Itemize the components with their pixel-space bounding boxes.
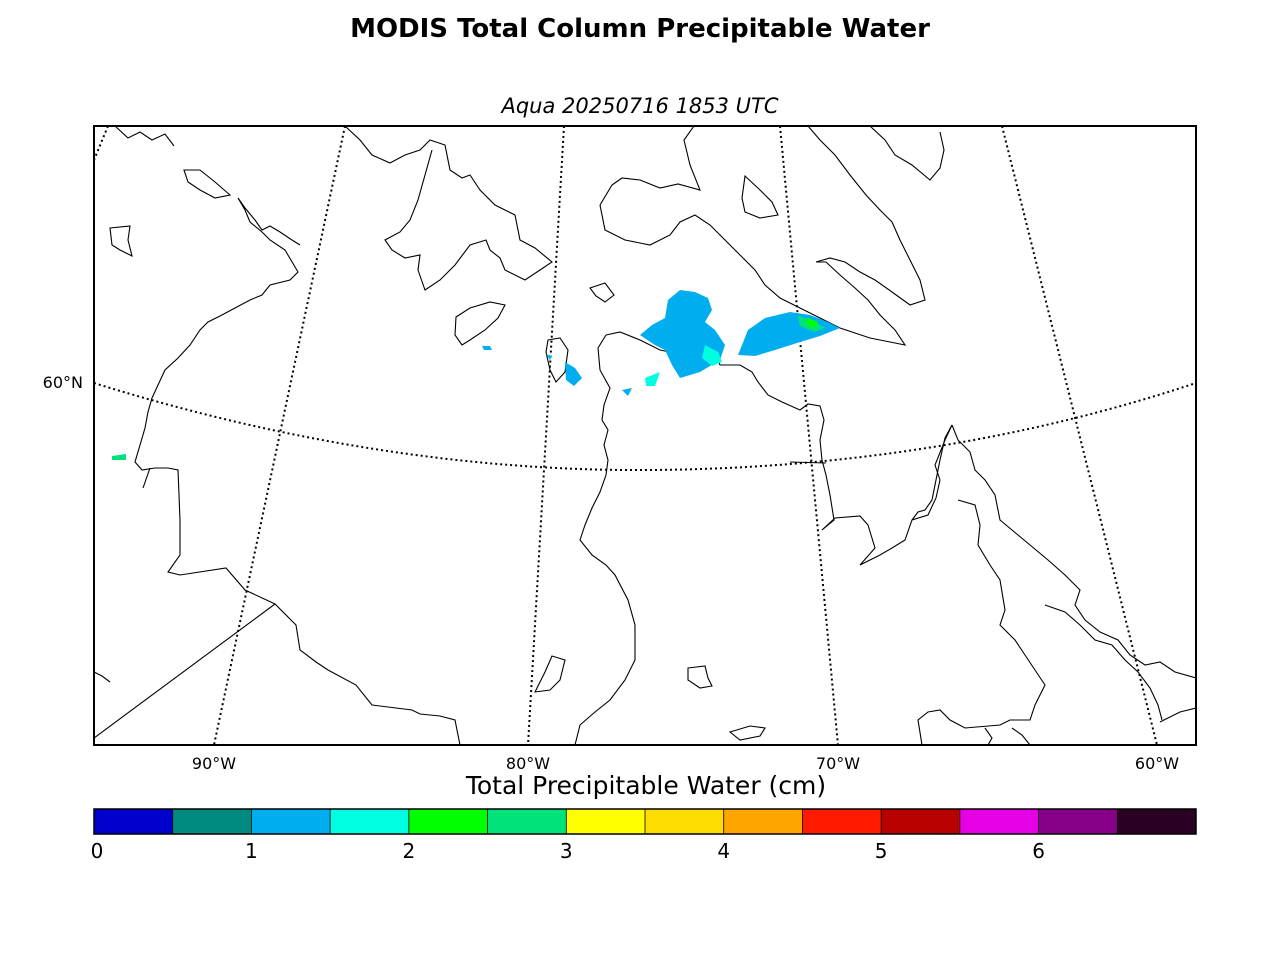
colorbar-swatch bbox=[330, 809, 410, 834]
colorbar-swatch bbox=[94, 809, 174, 834]
colorbar-swatch bbox=[645, 809, 725, 834]
meridian-90w bbox=[213, 126, 346, 745]
meridian-100w bbox=[94, 126, 109, 161]
colorbar-tick-label: 1 bbox=[245, 839, 258, 863]
meridian-80w bbox=[527, 126, 565, 745]
colorbar-label: Total Precipitable Water (cm) bbox=[465, 771, 826, 800]
lon-label-70w: 70°W bbox=[816, 754, 860, 773]
colorbar-frame bbox=[93, 808, 1197, 835]
meridian-60w bbox=[1001, 126, 1158, 745]
colorbar-tick-label: 6 bbox=[1032, 839, 1045, 863]
colorbar-swatch bbox=[408, 809, 489, 834]
colorbar-tick-label: 3 bbox=[560, 839, 573, 863]
parallel-60n bbox=[94, 382, 1196, 472]
colorbar-swatches bbox=[94, 809, 1197, 834]
chart-title: MODIS Total Column Precipitable Water bbox=[350, 14, 930, 44]
map-frame bbox=[93, 125, 1197, 746]
meridian-70w bbox=[779, 126, 839, 745]
colorbar-tick-label: 4 bbox=[717, 839, 730, 863]
map-content bbox=[94, 126, 1196, 745]
colorbar-swatch bbox=[251, 809, 331, 834]
colorbar-swatch bbox=[566, 809, 646, 834]
colorbar-swatch bbox=[802, 809, 882, 834]
coastlines bbox=[94, 126, 1196, 745]
colorbar-tick-label: 5 bbox=[875, 839, 888, 863]
pw-data-patches bbox=[112, 290, 840, 460]
colorbar-swatch bbox=[959, 809, 1040, 834]
colorbar-swatch bbox=[1038, 809, 1118, 834]
colorbar-swatch bbox=[1117, 809, 1197, 834]
colorbar-swatch bbox=[172, 809, 252, 834]
lon-label-80w: 80°W bbox=[506, 754, 550, 773]
chart-subtitle: Aqua 20250716 1853 UTC bbox=[501, 94, 779, 118]
lat-label-60n: 60°N bbox=[43, 373, 83, 392]
lon-label-60w: 60°W bbox=[1135, 754, 1179, 773]
colorbar-swatch bbox=[487, 809, 567, 834]
lon-label-90w: 90°W bbox=[192, 754, 236, 773]
colorbar-tick-label: 0 bbox=[91, 839, 104, 863]
colorbar-ticks: 0 1 2 3 4 5 6 bbox=[91, 839, 1045, 863]
colorbar-swatch bbox=[881, 809, 961, 834]
colorbar-swatch bbox=[723, 809, 803, 834]
colorbar-tick-label: 2 bbox=[402, 839, 415, 863]
